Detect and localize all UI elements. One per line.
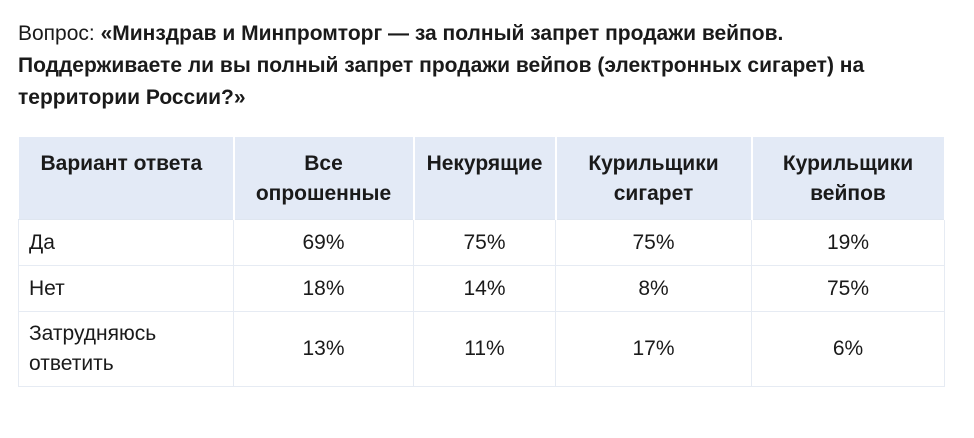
- cell-value: 18%: [233, 265, 414, 312]
- cell-value: 69%: [233, 219, 414, 266]
- header-all-respondents: Все опрошенные: [233, 137, 415, 220]
- table-row: Да 69% 75% 75% 19%: [18, 219, 945, 266]
- cell-value: 13%: [233, 311, 414, 387]
- table-row: Затрудняюсь ответить 13% 11% 17% 6%: [18, 311, 945, 387]
- header-vape-smokers: Курильщики вейпов: [751, 137, 946, 220]
- row-label: Нет: [18, 265, 234, 312]
- question-prefix: Вопрос:: [18, 22, 101, 45]
- cell-value: 75%: [555, 219, 752, 266]
- cell-value: 75%: [413, 219, 556, 266]
- header-non-smokers: Некурящие: [413, 137, 557, 220]
- cell-value: 19%: [751, 219, 945, 266]
- cell-value: 17%: [555, 311, 752, 387]
- cell-value: 11%: [413, 311, 556, 387]
- survey-question: Вопрос: «Минздрав и Минпромторг — за пол…: [18, 18, 948, 114]
- row-label: Да: [18, 219, 234, 266]
- header-cigarette-smokers: Курильщики сигарет: [555, 137, 753, 220]
- cell-value: 8%: [555, 265, 752, 312]
- row-label: Затрудняюсь ответить: [18, 311, 234, 387]
- question-text: «Минздрав и Минпромторг — за полный запр…: [18, 22, 865, 109]
- cell-value: 6%: [751, 311, 945, 387]
- table-row: Нет 18% 14% 8% 75%: [18, 265, 945, 312]
- cell-value: 75%: [751, 265, 945, 312]
- header-answer-option: Вариант ответа: [18, 137, 235, 220]
- cell-value: 14%: [413, 265, 556, 312]
- results-table: Вариант ответа Все опрошенные Некурящие …: [18, 137, 946, 387]
- table-header-row: Вариант ответа Все опрошенные Некурящие …: [18, 137, 946, 220]
